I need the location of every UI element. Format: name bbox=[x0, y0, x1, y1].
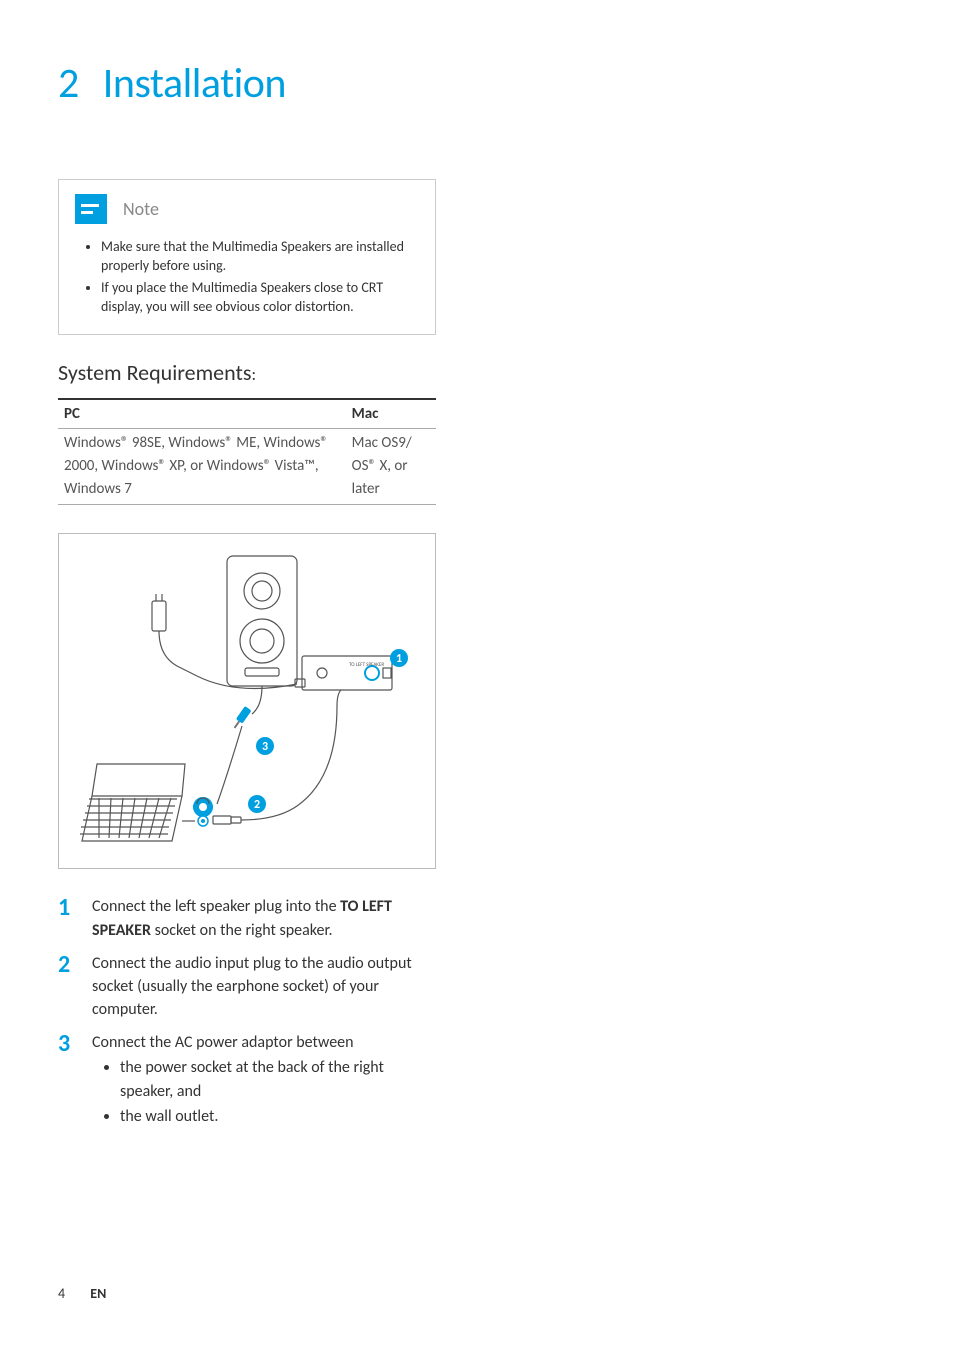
socket-label: TO LEFT SPEAKER bbox=[349, 662, 384, 668]
page-lang: EN bbox=[90, 1285, 106, 1302]
table-header-mac: Mac bbox=[346, 399, 436, 429]
step-body: Connect the audio input plug to the audi… bbox=[92, 952, 436, 1022]
chapter-title: 2 Installation bbox=[58, 58, 896, 109]
note-list: Make sure that the Multimedia Speakers a… bbox=[75, 238, 419, 317]
note-box: Note Make sure that the Multimedia Speak… bbox=[58, 179, 436, 335]
note-icon bbox=[75, 194, 107, 224]
callout-3: 3 bbox=[262, 740, 268, 754]
step-body: Connect the AC power adaptor between the… bbox=[92, 1031, 436, 1130]
step-subitem: the power socket at the back of the righ… bbox=[120, 1056, 436, 1102]
note-label: Note bbox=[123, 198, 159, 220]
section-title-colon: : bbox=[251, 364, 256, 385]
note-item: If you place the Multimedia Speakers clo… bbox=[101, 279, 419, 317]
step-number: 1 bbox=[58, 895, 92, 921]
connection-diagram: TO LEFT SPEAKER 1 3 bbox=[58, 533, 436, 869]
page-footer: 4 EN bbox=[58, 1285, 106, 1302]
step-number: 3 bbox=[58, 1031, 92, 1057]
requirements-table: PC Mac Windows® 98SE, Windows® ME, Windo… bbox=[58, 398, 436, 506]
step-text: Connect the AC power adaptor between bbox=[92, 1033, 354, 1052]
step-text: socket on the right speaker. bbox=[151, 921, 333, 940]
page-number: 4 bbox=[58, 1285, 65, 1302]
step-1: 1 Connect the left speaker plug into the… bbox=[58, 895, 436, 941]
table-cell-mac: Mac OS9/ OS® X, or later bbox=[346, 428, 436, 505]
step-body: Connect the left speaker plug into the T… bbox=[92, 895, 436, 941]
step-subitem: the wall outlet. bbox=[120, 1105, 436, 1128]
steps-list: 1 Connect the left speaker plug into the… bbox=[58, 895, 436, 1130]
section-title-text: System Requirements bbox=[58, 359, 251, 386]
table-cell-pc: Windows® 98SE, Windows® ME, Windows® 200… bbox=[58, 428, 346, 505]
step-2: 2 Connect the audio input plug to the au… bbox=[58, 952, 436, 1022]
note-item: Make sure that the Multimedia Speakers a… bbox=[101, 238, 419, 276]
callout-1: 1 bbox=[396, 652, 402, 666]
system-requirements-title: System Requirements: bbox=[58, 359, 896, 386]
callout-2: 2 bbox=[254, 798, 260, 812]
chapter-name: Installation bbox=[103, 58, 286, 109]
step-number: 2 bbox=[58, 952, 92, 978]
chapter-number: 2 bbox=[58, 58, 79, 109]
step-3: 3 Connect the AC power adaptor between t… bbox=[58, 1031, 436, 1130]
step-text: Connect the left speaker plug into the bbox=[92, 897, 340, 916]
step-sublist: the power socket at the back of the righ… bbox=[92, 1056, 436, 1128]
diagram-svg: TO LEFT SPEAKER 1 3 bbox=[77, 546, 417, 856]
table-header-pc: PC bbox=[58, 399, 346, 429]
